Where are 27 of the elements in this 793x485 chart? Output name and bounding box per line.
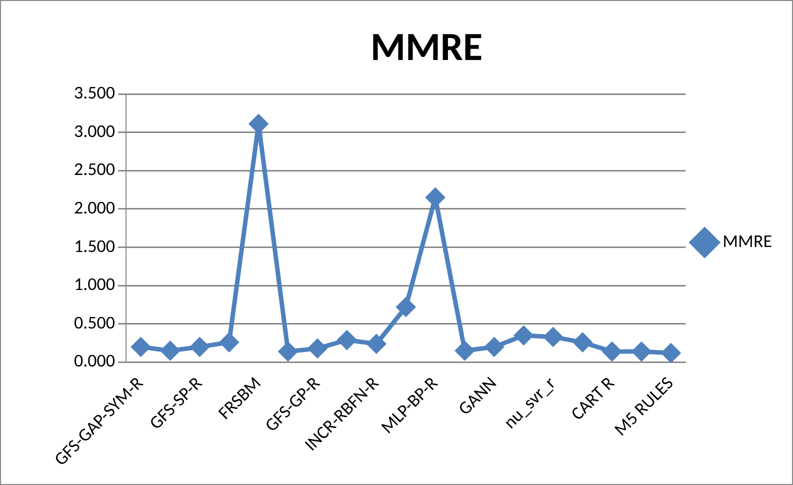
point [160, 341, 180, 360]
y-tick-label: 3.500 [74, 82, 116, 104]
y-tick-label: 3.000 [74, 120, 116, 142]
point [632, 342, 651, 361]
y-tick-label: 1.000 [74, 273, 116, 296]
point [396, 298, 416, 316]
point [308, 339, 327, 358]
point [456, 341, 474, 360]
point [662, 344, 680, 362]
point [132, 338, 150, 356]
point [190, 338, 209, 356]
point [220, 333, 238, 352]
legend-label: MMRE [722, 230, 772, 252]
point [278, 342, 298, 361]
point [367, 334, 386, 354]
y-tick-label: 2.500 [74, 158, 116, 180]
point [602, 342, 622, 361]
y-tick-label: 0.500 [74, 311, 116, 334]
y-tick-label: 2.000 [74, 196, 116, 218]
y-tick-label: 0.000 [74, 350, 116, 372]
point [544, 328, 562, 346]
point [338, 330, 356, 350]
point [573, 333, 592, 352]
point [484, 338, 504, 356]
point [514, 326, 533, 345]
y-tick-label: 1.500 [74, 234, 116, 257]
chart-title: MMRE [370, 22, 482, 71]
